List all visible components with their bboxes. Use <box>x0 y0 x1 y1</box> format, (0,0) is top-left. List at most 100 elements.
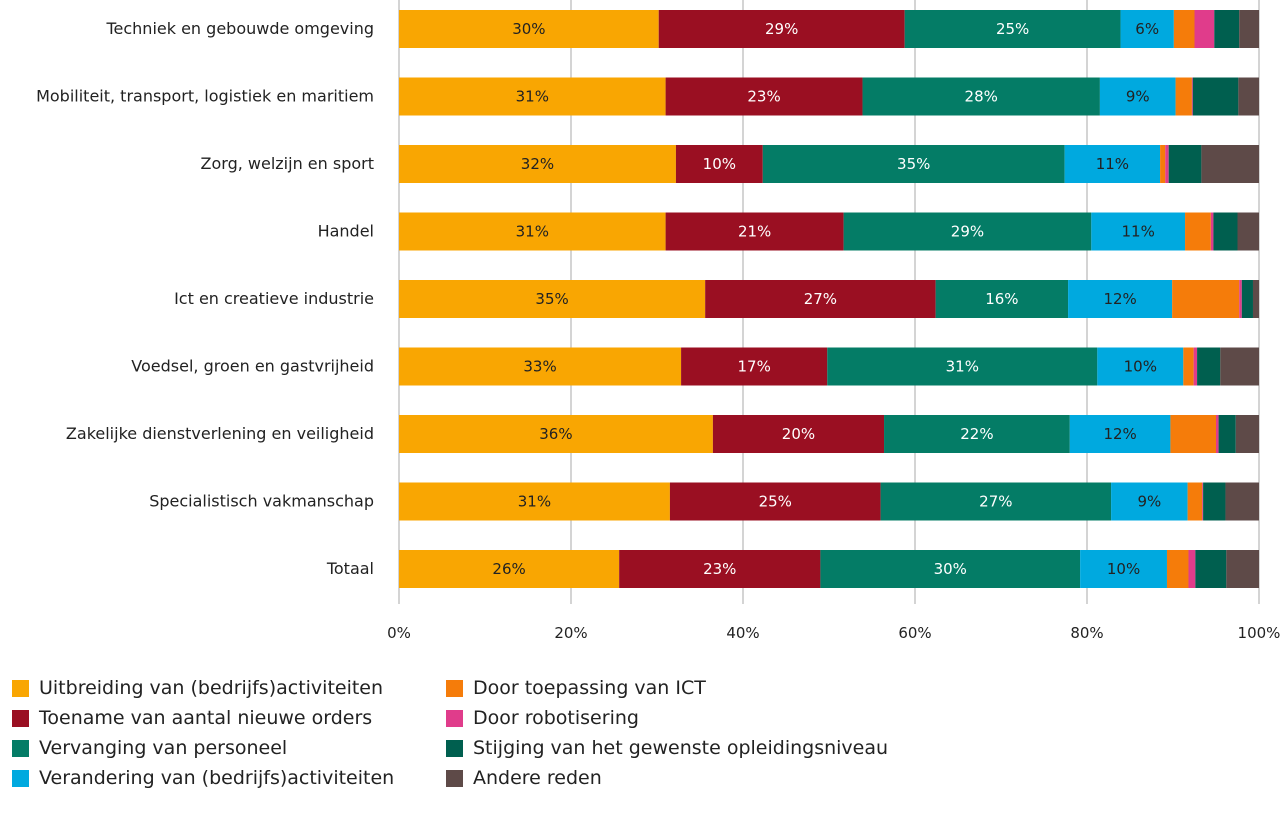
legend: Uitbreiding van (bedrijfs)activiteiten To… <box>0 668 1283 814</box>
bar-segment <box>862 77 1100 116</box>
data-label: 29% <box>765 20 798 38</box>
bar-segment <box>1195 550 1227 588</box>
data-label: 25% <box>759 493 792 511</box>
bar-segment <box>762 145 1065 183</box>
data-label: 31% <box>516 223 549 241</box>
data-label: 23% <box>747 88 780 106</box>
data-label: 10% <box>703 155 736 173</box>
bar-segment <box>1068 280 1173 318</box>
bar-segment <box>1172 280 1240 318</box>
data-label: 6% <box>1135 20 1159 38</box>
data-label: 20% <box>782 425 815 443</box>
bar-segment <box>1170 415 1216 453</box>
bar-segment <box>399 482 670 521</box>
bar-segment <box>1091 212 1186 251</box>
bar-segment <box>1241 280 1253 318</box>
category-label: Zakelijke dienstverlening en veiligheid <box>66 424 374 443</box>
stacked-bar-chart: 0% 20% 40% 60% 80% 100% Techniek en gebouwde o… <box>36 0 1281 642</box>
category-label: Techniek en gebouwde omgeving <box>105 19 374 38</box>
data-label: 11% <box>1096 155 1129 173</box>
bar-segment <box>399 212 666 251</box>
bar-segment <box>1213 212 1238 251</box>
legend-item: Door toepassing van ICT <box>446 673 706 703</box>
data-label: 22% <box>960 425 993 443</box>
bar-segment <box>619 550 821 588</box>
data-label: 29% <box>951 223 984 241</box>
category-label: Voedsel, groen en gastvrijheid <box>131 357 374 376</box>
data-label: 35% <box>535 290 568 308</box>
data-label: 25% <box>996 20 1029 38</box>
bar-segment <box>1194 10 1215 48</box>
data-label: 33% <box>523 358 556 376</box>
legend-swatch <box>446 769 463 787</box>
data-label: 32% <box>521 155 554 173</box>
data-label: 30% <box>934 560 967 578</box>
data-label: 16% <box>985 290 1018 308</box>
bar-segment <box>1218 415 1236 453</box>
bar-segment <box>1099 77 1176 116</box>
x-tick-label: 60% <box>898 624 931 642</box>
bar-segment <box>1183 347 1194 386</box>
bar-segment <box>1069 415 1171 453</box>
data-label: 27% <box>804 290 837 308</box>
data-label: 31% <box>516 88 549 106</box>
bar-segment <box>399 280 706 318</box>
bar-segment <box>1185 212 1211 251</box>
bar-segment <box>1187 482 1203 521</box>
legend-label: Uitbreiding van (bedrijfs)activiteiten <box>39 677 384 699</box>
bar-segment <box>1175 77 1192 116</box>
bar-segment <box>1120 10 1174 48</box>
bar-segment <box>399 550 620 588</box>
bar-segment <box>820 550 1081 588</box>
bar-segment <box>827 347 1098 386</box>
data-label: 12% <box>1103 425 1136 443</box>
x-tick-label: 20% <box>554 624 587 642</box>
bar-segment <box>1225 482 1259 521</box>
legend-item: Door robotisering <box>446 703 639 733</box>
bar-segment <box>1252 280 1259 318</box>
legend-label: Andere reden <box>473 767 602 789</box>
data-label: 31% <box>518 493 551 511</box>
bar-segment <box>1235 415 1259 453</box>
x-tick-label: 0% <box>387 624 411 642</box>
data-label: 9% <box>1137 493 1161 511</box>
x-tick-label: 100% <box>1238 624 1281 642</box>
bar-segment <box>399 145 676 183</box>
bar-segment <box>1097 347 1184 386</box>
bar-segment <box>1197 347 1221 386</box>
data-label: 23% <box>703 560 736 578</box>
category-label: Handel <box>318 222 374 241</box>
legend-item: Vervanging van personeel <box>12 733 287 763</box>
bar-segment <box>1166 550 1189 588</box>
legend-swatch <box>446 739 463 757</box>
legend-item: Andere reden <box>446 763 602 793</box>
bar-segment <box>1203 482 1226 521</box>
bar-segment <box>1111 482 1188 521</box>
bar-segment <box>399 77 666 116</box>
bar-segment <box>935 280 1069 318</box>
legend-swatch <box>12 769 29 787</box>
bar-segment <box>1188 550 1196 588</box>
legend-swatch <box>12 679 29 697</box>
data-label: 28% <box>965 88 998 106</box>
bar-segment <box>1239 10 1259 48</box>
category-label: Zorg, welzijn en sport <box>201 154 374 173</box>
bar-segment <box>843 212 1092 251</box>
bar-segment <box>665 212 844 251</box>
bar-segment <box>1216 415 1219 453</box>
data-label: 31% <box>946 358 979 376</box>
legend-label: Toename van aantal nieuwe orders <box>39 707 373 729</box>
legend-label: Stijging van het gewenste opleidingsnive… <box>473 737 889 759</box>
data-label: 12% <box>1103 290 1136 308</box>
data-label: 9% <box>1126 88 1150 106</box>
bar-segment <box>884 415 1070 453</box>
legend-swatch <box>446 679 463 697</box>
legend-item: Toename van aantal nieuwe orders <box>12 703 372 733</box>
bar-segment <box>1238 77 1259 116</box>
x-tick-label: 80% <box>1070 624 1103 642</box>
data-label: 10% <box>1124 358 1157 376</box>
bar-segment <box>658 10 905 48</box>
bar-segment <box>1165 145 1169 183</box>
legend-item: Stijging van het gewenste opleidingsnive… <box>446 733 888 763</box>
